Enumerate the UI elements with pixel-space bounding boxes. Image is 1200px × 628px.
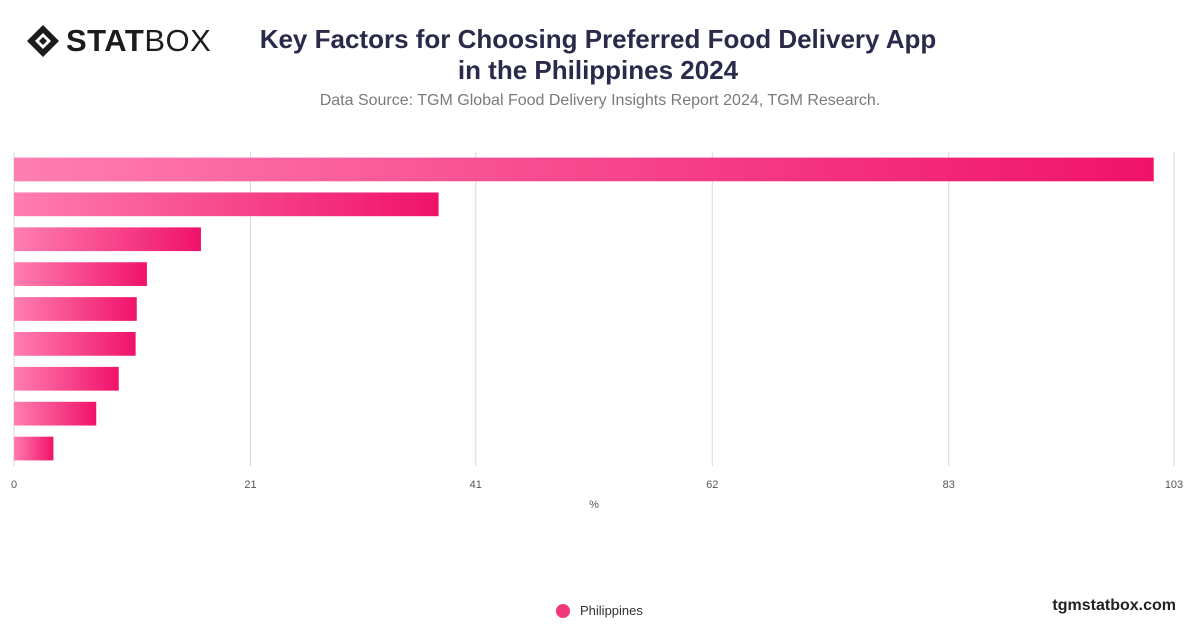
bar-chart: 0 21 41 62 83 103% [11, 152, 1183, 511]
x-tick-label: 21 [244, 479, 256, 491]
chart-title: Key Factors for Choosing Preferred Food … [0, 24, 1196, 86]
legend-label-philippines: Philippines [580, 603, 643, 618]
x-axis-label: % [589, 499, 599, 511]
bar[interactable] [14, 332, 136, 356]
legend[interactable]: Philippines [556, 603, 643, 618]
bar[interactable] [14, 192, 439, 217]
bar[interactable] [14, 262, 147, 286]
logo-light: BOX [144, 23, 212, 58]
bar[interactable] [14, 157, 1154, 182]
site-url[interactable]: tgmstatbox.com [1052, 597, 1176, 614]
legend-dot-philippines [556, 603, 570, 618]
x-tick-label: 0 [11, 479, 17, 491]
x-tick-label: 103 [1165, 479, 1183, 491]
diamond-logo-icon [27, 25, 59, 57]
x-tick-label: 62 [706, 479, 718, 491]
bar[interactable] [14, 401, 97, 426]
chart-title-line2: in the Philippines 2024 [457, 55, 739, 85]
x-tick-label: 41 [470, 479, 482, 491]
bar[interactable] [14, 436, 54, 461]
chart-title-line1: Key Factors for Choosing Preferred Food … [259, 24, 937, 54]
logo-bold: STAT [66, 23, 145, 58]
x-tick-label: 83 [943, 479, 955, 491]
bar[interactable] [14, 227, 201, 252]
bar[interactable] [14, 366, 119, 391]
statbox-logo: STATBOX [26, 22, 211, 60]
chart-subtitle: Data Source: TGM Global Food Delivery In… [319, 92, 881, 109]
bar[interactable] [14, 297, 137, 321]
logo-wordmark: STATBOX [66, 22, 211, 60]
